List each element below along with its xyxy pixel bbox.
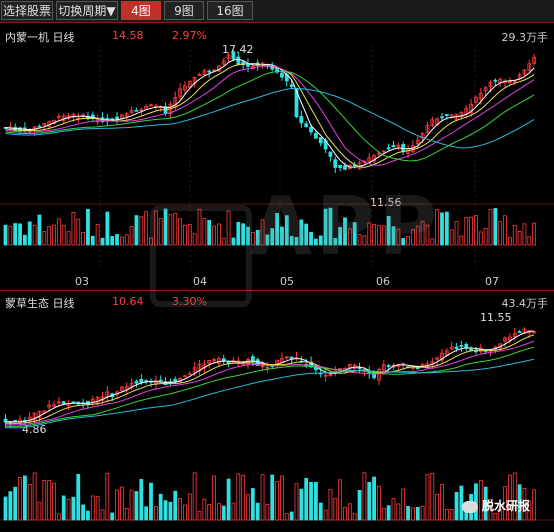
switch-period-dropdown[interactable]: 切换周期▼ bbox=[56, 1, 118, 20]
wechat-icon bbox=[462, 500, 478, 513]
top-chart-panel[interactable]: 内蒙一机 日线 14.58 2.97% 29.3万手 17.42 11.56 0… bbox=[0, 22, 554, 289]
bottom-chart-panel[interactable]: 蒙草生态 日线 10.64 3.30% 43.4万手 11.55 4.86 bbox=[0, 290, 554, 532]
high-price-label: 11.55 bbox=[480, 311, 512, 324]
toolbar: 选择股票 切换周期▼ 4图 9图 16图 bbox=[0, 0, 554, 23]
select-stock-button[interactable]: 选择股票 bbox=[1, 1, 53, 20]
month-label: 07 bbox=[485, 275, 499, 288]
watermark-text: APP bbox=[250, 180, 442, 273]
low-price-label: 4.86 bbox=[22, 423, 47, 436]
month-label: 04 bbox=[193, 275, 207, 288]
change-percent: 3.30% bbox=[172, 295, 207, 308]
price: 14.58 bbox=[112, 29, 144, 42]
source-name: 脱水研报 bbox=[482, 499, 531, 513]
stock-name: 蒙草生态 日线 bbox=[5, 297, 75, 310]
watermark-logo bbox=[150, 205, 252, 307]
low-price-label: 11.56 bbox=[370, 196, 402, 209]
month-label: 06 bbox=[376, 275, 390, 288]
source-badge: 脱水研报 bbox=[462, 496, 530, 516]
stock-name: 内蒙一机 日线 bbox=[5, 31, 75, 44]
month-label: 03 bbox=[75, 275, 89, 288]
layout-4-button[interactable]: 4图 bbox=[121, 1, 161, 20]
month-label: 05 bbox=[280, 275, 294, 288]
volume-max: 29.3万手 bbox=[501, 31, 549, 44]
layout-9-button[interactable]: 9图 bbox=[164, 1, 204, 20]
change-percent: 2.97% bbox=[172, 29, 207, 42]
high-price-label: 17.42 bbox=[222, 43, 254, 56]
volume-max: 43.4万手 bbox=[501, 297, 549, 310]
layout-16-button[interactable]: 16图 bbox=[207, 1, 253, 20]
price: 10.64 bbox=[112, 295, 144, 308]
